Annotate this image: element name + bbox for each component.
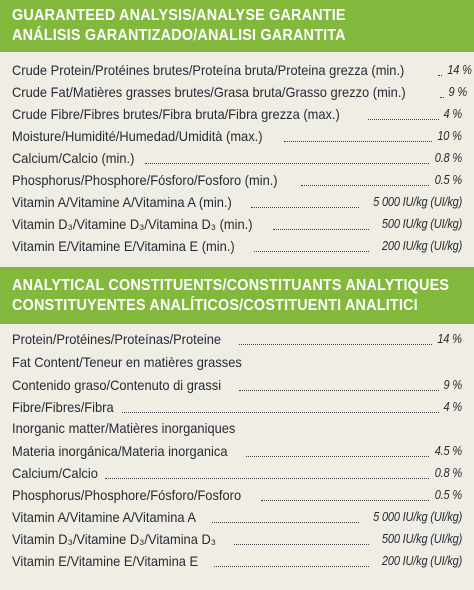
row-label: Vitamin A/Vitamine A/Vitamina A [12, 509, 197, 525]
dotted-leader [212, 522, 359, 523]
row-value: 9 % [448, 85, 467, 99]
row-label: Protein/Protéines/Proteínas/Proteine [12, 331, 222, 347]
row-value: 9 % [443, 378, 463, 392]
inorganic-label-line-1: Inorganic matter/Matières inorganiques [12, 420, 236, 436]
table-row: Vitamin E/Vitamine E/Vitamina E (min.) 2… [12, 233, 462, 255]
dotted-leader [214, 566, 369, 567]
row-label: Vitamin A/Vitamine A/Vitamina A (min.) [12, 194, 232, 210]
table-row: Crude Fat/Matières grasses brutes/Grasa … [12, 79, 467, 101]
row-value: 4 % [443, 107, 463, 121]
table-row: Calcium/Calcio (min.) 0.8 % [12, 145, 462, 167]
row-label: Phosphorus/Phosphore/Fósforo/Fosforo [12, 487, 242, 503]
dotted-leader [105, 478, 430, 479]
guaranteed-analysis-heading-line-1: GUARANTEED ANALYSIS/ANALYSE GARANTIE [12, 7, 346, 24]
row-value: 10 % [437, 129, 463, 143]
dotted-leader [122, 412, 440, 413]
row-label: Contenido graso/Contenuto di grassi [12, 377, 222, 393]
row-label: Crude Protein/Protéines brutes/Proteína … [12, 62, 405, 78]
row-label: Calcium/Calcio [12, 465, 98, 481]
row-label: Calcium/Calcio (min.) [12, 150, 135, 166]
table-row: Moisture/Humidité/Humedad/Umidità (max.)… [12, 123, 462, 145]
dotted-leader [284, 141, 433, 142]
table-row: Fibre/Fibres/Fibra 4 % [12, 394, 462, 416]
row-label: Phosphorus/Phosphore/Fósforo/Fosforo (mi… [12, 172, 278, 188]
dotted-leader [246, 456, 430, 457]
dotted-leader [254, 251, 369, 252]
table-row: Vitamin D₃/Vitamine D₃/Vitamina D₃ 500 I… [12, 526, 462, 548]
row-value: 200 IU/kg (UI/kg) [381, 239, 462, 253]
row-value: 5 000 IU/kg (UI/kg) [373, 510, 462, 524]
dotted-leader [368, 119, 440, 120]
row-label: Vitamin E/Vitamine E/Vitamina E (min.) [12, 238, 235, 254]
row-value: 500 IU/kg (UI/kg) [381, 217, 462, 231]
table-row: Vitamin E/Vitamine E/Vitamina E 200 IU/k… [12, 548, 462, 570]
table-row: Materia inorgánica/Materia inorganica 4.… [12, 438, 462, 460]
row-value: 5 000 IU/kg (UI/kg) [373, 195, 462, 209]
row-value: 4 % [443, 400, 463, 414]
dotted-leader [239, 344, 433, 345]
table-row: Crude Protein/Protéines brutes/Proteína … [12, 57, 472, 79]
row-label: Vitamin D₃/Vitamine D₃/Vitamina D₃ [12, 531, 217, 547]
dotted-leader [145, 163, 430, 164]
row-value: 14 % [437, 332, 463, 346]
row-label: Fibre/Fibres/Fibra [12, 399, 114, 415]
table-row: Crude Fibre/Fibres brutes/Fibra bruta/Fi… [12, 101, 462, 123]
guaranteed-analysis-heading-line-2: ANÁLISIS GARANTIZADO/ANALISI GARANTITA [12, 27, 346, 44]
row-label: Vitamin D₃/Vitamine D₃/Vitamina D₃ (min.… [12, 216, 253, 232]
table-row: Vitamin D₃/Vitamine D₃/Vitamina D₃ (min.… [12, 211, 462, 233]
dotted-leader [438, 75, 443, 76]
table-row: Contenido graso/Contenuto di grassi 9 % [12, 372, 462, 394]
analytical-constituents-header: ANALYTICAL CONSTITUENTS/CONSTITUANTS ANA… [0, 267, 474, 324]
table-row: Calcium/Calcio 0.8 % [12, 460, 462, 482]
row-label: Moisture/Humidité/Humedad/Umidità (max.) [12, 128, 263, 144]
analytical-constituents-heading-line-2: CONSTITUYENTES ANALÍTICOS/COSTITUENTI AN… [12, 297, 418, 314]
dotted-leader [439, 97, 444, 98]
row-label: Crude Fibre/Fibres brutes/Fibra bruta/Fi… [12, 106, 340, 122]
row-value: 0.5 % [434, 173, 462, 187]
dotted-leader [261, 500, 430, 501]
dotted-leader [233, 544, 369, 545]
table-row: Vitamin A/Vitamine A/Vitamina A (min.) 5… [12, 189, 462, 211]
table-row: Phosphorus/Phosphore/Fósforo/Fosforo 0.5… [12, 482, 462, 504]
dotted-leader [300, 185, 430, 186]
analytical-constituents-heading-line-1: ANALYTICAL CONSTITUENTS/CONSTITUANTS ANA… [12, 277, 450, 294]
row-value: 14 % [447, 63, 473, 77]
row-value: 0.8 % [434, 466, 462, 480]
row-value: 500 IU/kg (UI/kg) [381, 532, 462, 546]
dotted-leader [250, 207, 359, 208]
table-row: Protein/Protéines/Proteínas/Proteine 14 … [12, 326, 462, 348]
guaranteed-analysis-header: GUARANTEED ANALYSIS/ANALYSE GARANTIE ANÁ… [0, 0, 474, 52]
row-value: 4.5 % [434, 444, 462, 458]
dotted-leader [239, 390, 440, 391]
row-value: 0.8 % [434, 151, 462, 165]
dotted-leader [273, 229, 369, 230]
row-value: 200 IU/kg (UI/kg) [381, 554, 462, 568]
table-row: Phosphorus/Phosphore/Fósforo/Fosforo (mi… [12, 167, 462, 189]
table-row: Vitamin A/Vitamine A/Vitamina A 5 000 IU… [12, 504, 462, 526]
row-value: 0.5 % [434, 488, 462, 502]
fat-label-line-1: Fat Content/Teneur en matières grasses [12, 354, 242, 370]
row-label: Vitamin E/Vitamine E/Vitamina E [12, 553, 199, 569]
row-label: Materia inorgánica/Materia inorganica [12, 443, 228, 459]
row-label: Crude Fat/Matières grasses brutes/Grasa … [12, 84, 406, 100]
